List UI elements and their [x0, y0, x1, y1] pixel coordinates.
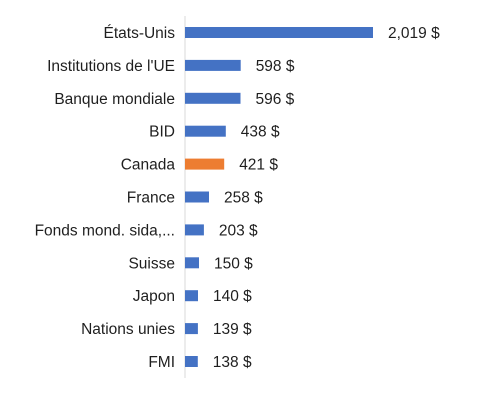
category-label-institutions-de-l-ue: Institutions de l'UE [47, 58, 175, 75]
bar-fonds-mond-sida [185, 224, 204, 236]
value-label-institutions-de-l-ue: 598 $ [256, 58, 295, 75]
value-label-suisse: 150 $ [214, 255, 253, 272]
value-label-banque-mondiale: 596 $ [256, 91, 295, 108]
bar-canada [185, 158, 225, 170]
category-label-bid: BID [149, 124, 175, 141]
value-label-etats-unis: 2,019 $ [388, 25, 440, 42]
value-label-japon: 140 $ [213, 288, 252, 305]
category-label-japon: Japon [133, 288, 175, 305]
category-label-fonds-mond-sida: Fonds mond. sida,... [35, 222, 175, 239]
bar-institutions-de-l-ue [185, 59, 241, 71]
value-label-nations-unies: 139 $ [213, 321, 252, 338]
value-label-fonds-mond-sida: 203 $ [219, 222, 258, 239]
bar-etats-unis [185, 27, 373, 38]
category-label-etats-unis: États-Unis [104, 25, 176, 42]
category-label-nations-unies: Nations unies [81, 321, 175, 338]
bar-nations-unies [185, 323, 198, 335]
bar-bid [185, 125, 226, 137]
category-label-fmi: FMI [148, 354, 175, 371]
bar-suisse [185, 257, 199, 269]
value-label-canada: 421 $ [239, 157, 278, 174]
bar-japon [185, 290, 198, 302]
category-label-france: France [127, 190, 175, 207]
bar-banque-mondiale [185, 92, 241, 104]
category-label-suisse: Suisse [128, 255, 175, 272]
labels: États-Unis 2,019 $ Institutions de l'UE 598… [35, 25, 441, 371]
category-label-banque-mondiale: Banque mondiale [54, 91, 175, 108]
bar-fmi [185, 356, 198, 367]
value-label-fmi: 138 $ [213, 354, 252, 371]
bars [185, 27, 373, 367]
bar-france [185, 191, 209, 203]
value-label-bid: 438 $ [241, 124, 280, 141]
category-label-canada: Canada [121, 157, 176, 174]
value-label-france: 258 $ [224, 190, 263, 207]
